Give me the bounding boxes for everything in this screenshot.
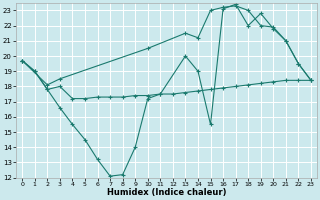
X-axis label: Humidex (Indice chaleur): Humidex (Indice chaleur) (107, 188, 226, 197)
